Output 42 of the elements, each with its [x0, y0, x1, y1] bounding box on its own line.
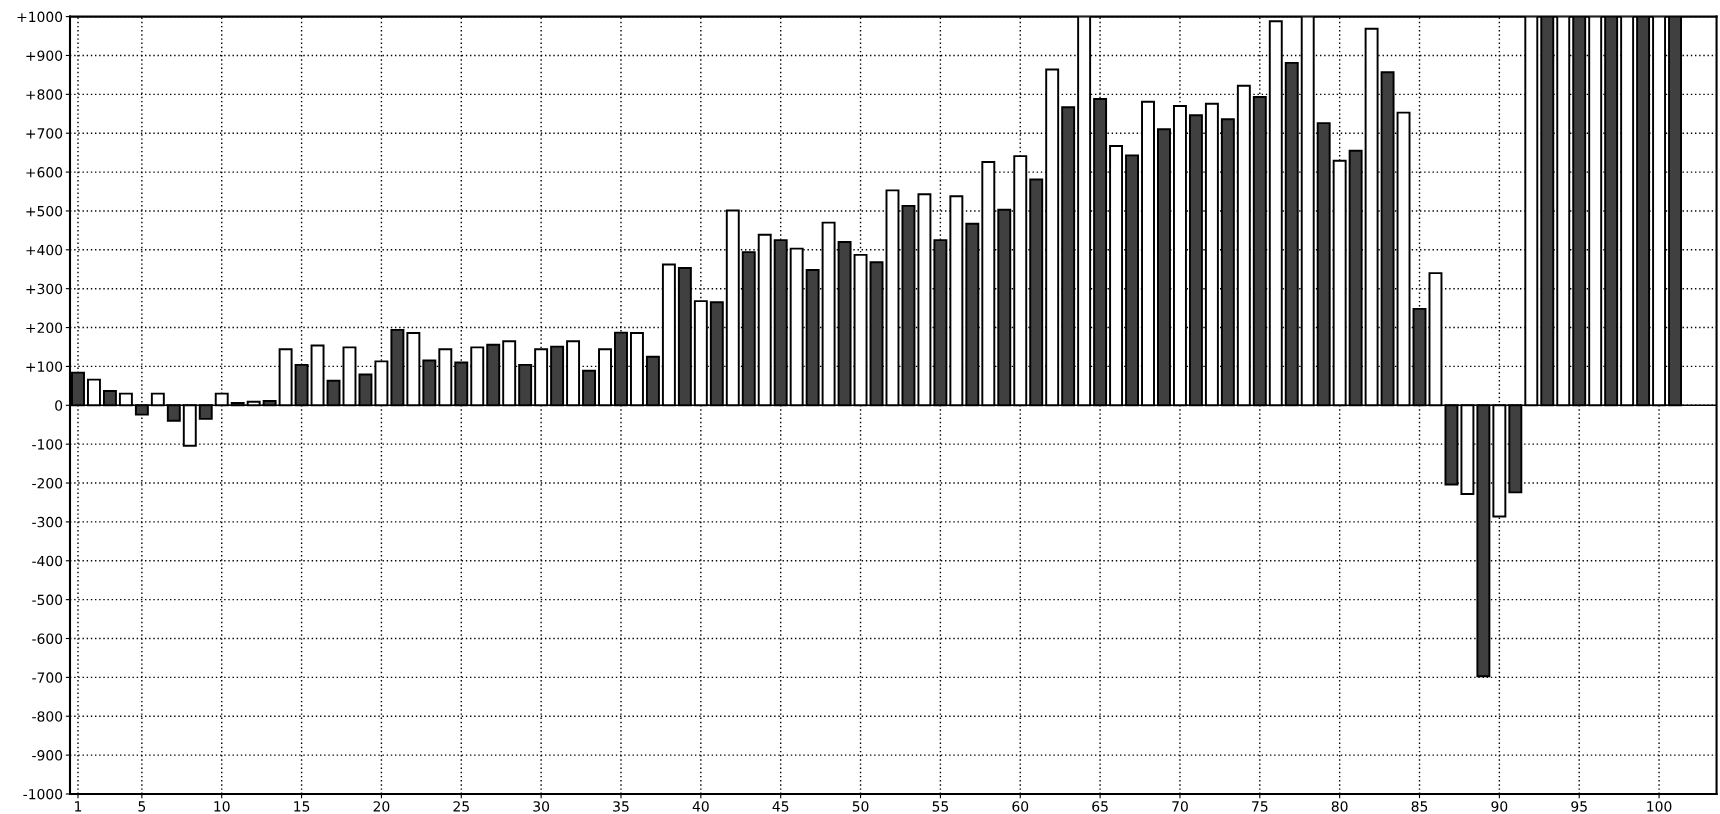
y-tick-label: +1000: [17, 11, 63, 23]
x-tick-label: 65: [1092, 801, 1108, 812]
x-tick-label: 75: [1252, 801, 1268, 812]
x-tick-label: 15: [294, 801, 310, 812]
y-tick-label: -200: [32, 478, 63, 489]
x-tick-label: 85: [1411, 801, 1428, 812]
x-tick-label: 40: [692, 801, 709, 812]
x-tick-label: 100: [1647, 801, 1672, 812]
y-tick-label: +500: [26, 205, 63, 217]
x-tick-label: 60: [1012, 801, 1029, 812]
y-tick-label: -300: [32, 516, 63, 528]
x-tick-label: 10: [214, 801, 230, 812]
y-tick-label: 0: [55, 400, 63, 411]
y-tick-label: -500: [32, 594, 63, 606]
y-tick-label: -700: [32, 672, 63, 683]
x-tick-label: 95: [1571, 801, 1587, 812]
y-tick-label: +200: [26, 322, 63, 334]
y-tick-label: -400: [32, 555, 63, 567]
x-tick-label: 80: [1331, 801, 1348, 812]
y-tick-label: +900: [26, 50, 63, 61]
y-tick-label: -1000: [23, 788, 63, 800]
y-tick-label: +600: [26, 167, 63, 178]
y-tick-label: -100: [32, 439, 63, 450]
x-tick-label: 70: [1172, 801, 1188, 812]
x-tick-label: 90: [1491, 801, 1508, 812]
x-tick-label: 50: [852, 801, 869, 812]
x-tick-label: 20: [373, 801, 390, 812]
y-tick-label: +100: [26, 361, 63, 372]
x-tick-label: 25: [453, 801, 469, 812]
y-tick-label: +700: [26, 128, 63, 139]
x-tick-label: 35: [613, 801, 629, 812]
x-tick-label: 5: [138, 801, 146, 812]
y-tick-label: +300: [26, 283, 63, 295]
y-tick-label: -600: [32, 633, 63, 644]
y-tick-label: -900: [32, 750, 63, 761]
y-tick-label: -800: [32, 711, 63, 722]
x-tick-label: 1: [75, 801, 82, 812]
x-tick-label: 55: [932, 801, 949, 812]
y-tick-label: +400: [26, 244, 63, 256]
y-tick-label: +800: [26, 89, 63, 100]
x-tick-label: 30: [533, 801, 550, 812]
x-tick-label: 45: [772, 801, 789, 812]
